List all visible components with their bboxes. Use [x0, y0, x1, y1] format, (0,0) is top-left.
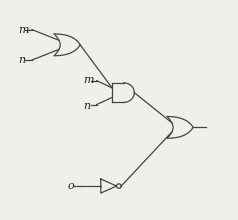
- Text: o: o: [67, 181, 74, 191]
- Text: n: n: [84, 101, 91, 111]
- Text: m: m: [84, 75, 94, 84]
- Text: n: n: [18, 55, 25, 65]
- Text: m: m: [18, 25, 28, 35]
